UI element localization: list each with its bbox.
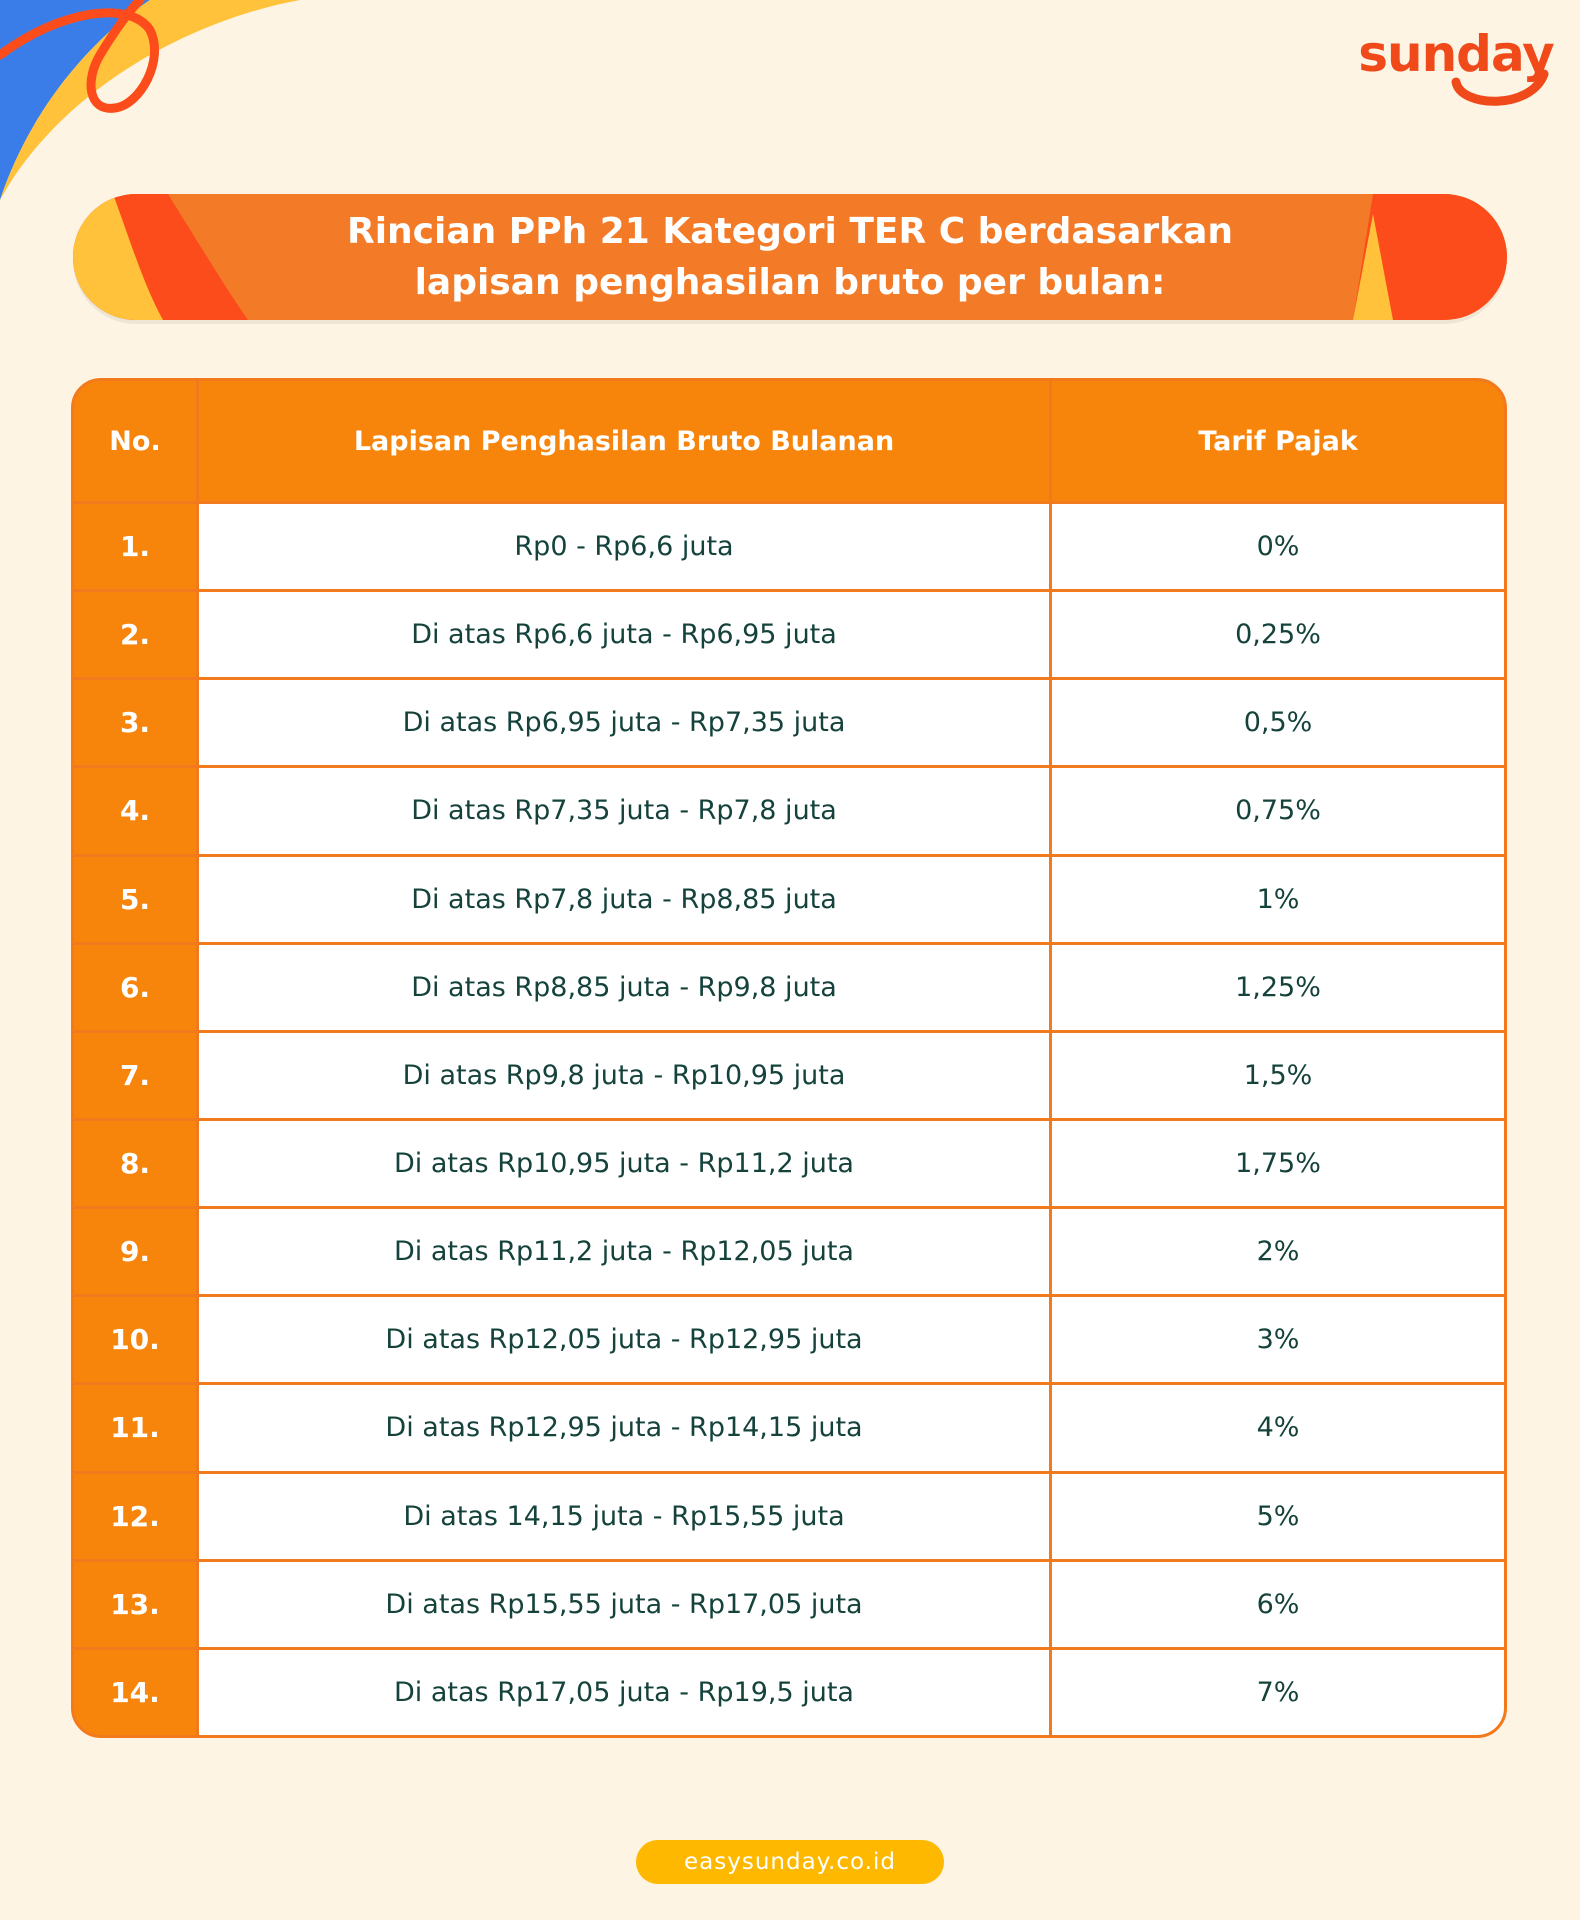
income-range-cell: Di atas Rp17,05 juta - Rp19,5 juta [199,1649,1049,1735]
row-number: 11. [74,1385,196,1471]
row-number: 4. [74,768,196,854]
income-range-cell: Di atas Rp6,95 juta - Rp7,35 juta [199,680,1049,766]
column-header-tax-rate: Tarif Pajak [1052,381,1504,501]
row-number: 1. [74,504,196,590]
tax-rate-cell: 3% [1052,1297,1504,1383]
tax-rate-cell: 1,5% [1052,1032,1504,1118]
income-range-cell: Di atas Rp12,95 juta - Rp14,15 juta [199,1385,1049,1471]
corner-decoration [0,0,300,200]
income-range-cell: Di atas Rp6,6 juta - Rp6,95 juta [199,592,1049,678]
row-number: 2. [74,592,196,678]
tax-rate-cell: 0,5% [1052,680,1504,766]
income-range-cell: Di atas Rp12,05 juta - Rp12,95 juta [199,1297,1049,1383]
income-range-cell: Di atas Rp10,95 juta - Rp11,2 juta [199,1121,1049,1207]
sunday-logo: sunday [1356,22,1556,114]
tax-rate-cell: 1,75% [1052,1121,1504,1207]
title-banner: Rincian PPh 21 Kategori TER C berdasarka… [73,194,1507,320]
logo-text: sunday [1358,25,1555,83]
banner-decoration [73,194,1507,320]
tax-rate-cell: 5% [1052,1473,1504,1559]
tax-rate-cell: 7% [1052,1649,1504,1735]
logo-smile-icon [1451,69,1549,106]
tax-rate-cell: 0,25% [1052,592,1504,678]
tax-rate-table: No. Lapisan Penghasilan Bruto Bulanan Ta… [71,378,1507,1738]
tax-rate-cell: 1,25% [1052,944,1504,1030]
column-header-income-range: Lapisan Penghasilan Bruto Bulanan [199,381,1049,501]
row-number: 8. [74,1121,196,1207]
income-range-cell: Rp0 - Rp6,6 juta [199,504,1049,590]
row-number: 7. [74,1032,196,1118]
tax-rate-cell: 4% [1052,1385,1504,1471]
row-number: 13. [74,1561,196,1647]
row-number: 5. [74,856,196,942]
row-number: 3. [74,680,196,766]
income-range-cell: Di atas Rp9,8 juta - Rp10,95 juta [199,1032,1049,1118]
tax-rate-cell: 0% [1052,504,1504,590]
row-number: 6. [74,944,196,1030]
tax-rate-cell: 2% [1052,1209,1504,1295]
row-number: 10. [74,1297,196,1383]
row-number: 14. [74,1649,196,1735]
income-range-cell: Di atas Rp7,8 juta - Rp8,85 juta [199,856,1049,942]
column-header-no: No. [74,381,196,501]
website-badge: easysunday.co.id [636,1840,944,1884]
income-range-cell: Di atas Rp11,2 juta - Rp12,05 juta [199,1209,1049,1295]
row-number: 12. [74,1473,196,1559]
table-grid: No. Lapisan Penghasilan Bruto Bulanan Ta… [74,381,1504,1735]
income-range-cell: Di atas 14,15 juta - Rp15,55 juta [199,1473,1049,1559]
income-range-cell: Di atas Rp7,35 juta - Rp7,8 juta [199,768,1049,854]
page-title: Rincian PPh 21 Kategori TER C berdasarka… [346,211,1234,303]
income-range-cell: Di atas Rp8,85 juta - Rp9,8 juta [199,944,1049,1030]
tax-rate-cell: 1% [1052,856,1504,942]
tax-rate-cell: 6% [1052,1561,1504,1647]
tax-rate-cell: 0,75% [1052,768,1504,854]
row-number: 9. [74,1209,196,1295]
income-range-cell: Di atas Rp15,55 juta - Rp17,05 juta [199,1561,1049,1647]
